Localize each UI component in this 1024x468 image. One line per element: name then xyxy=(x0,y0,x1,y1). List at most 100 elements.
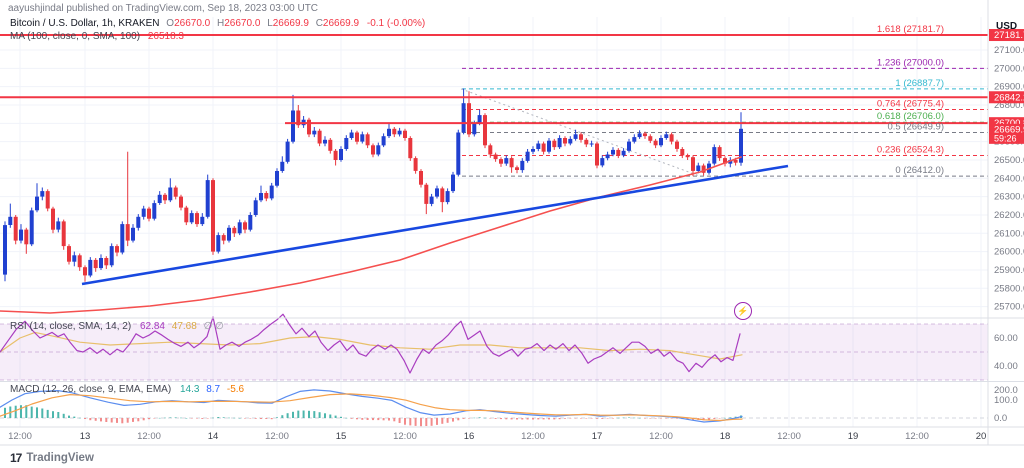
fib-level-label: 0.5 (26649.9) xyxy=(887,122,944,133)
price-tick-label: 26500.0 xyxy=(994,155,1024,166)
macd-hist-bar xyxy=(153,418,156,419)
candle-body xyxy=(467,103,471,135)
candle-body xyxy=(93,259,98,269)
ma-value: 26518.3 xyxy=(147,31,184,42)
candle-body xyxy=(493,154,498,160)
price-tick-label: 25900.0 xyxy=(994,265,1024,276)
close-value: 26669.9 xyxy=(322,18,360,29)
rsi-sma-line xyxy=(0,331,743,360)
fib-level-label: 0.236 (26524.3) xyxy=(877,145,944,156)
macd-hist-bar xyxy=(116,418,118,423)
lightning-icon[interactable]: ⚡ xyxy=(734,302,752,320)
rsi-legend[interactable]: RSI (14, close, SMA, 14, 2) 62.84 47.68 … xyxy=(10,321,224,332)
macd-hist-bar xyxy=(25,405,28,418)
macd-hist-bar xyxy=(489,418,492,419)
macd-hist-bar xyxy=(372,418,374,421)
candle-body xyxy=(621,150,626,156)
macd-hist-bar xyxy=(665,418,668,419)
macd-hist-bar xyxy=(660,418,662,419)
time-tick-label: 12:00 xyxy=(265,431,289,442)
macd-hist-bar xyxy=(89,418,92,421)
macd-legend[interactable]: MACD (12, 26, close, 9, EMA, EMA) 14.3 8… xyxy=(10,384,244,395)
macd-hist-bar xyxy=(276,417,278,418)
candle-body xyxy=(259,193,263,201)
macd-hist-bar xyxy=(393,418,396,422)
candle-body xyxy=(8,216,13,225)
macd-histogram xyxy=(4,405,742,427)
macd-hist-bar xyxy=(409,418,412,426)
time-tick-label: 12:00 xyxy=(649,431,673,442)
macd-hist-bar xyxy=(425,418,428,426)
candle-body xyxy=(440,188,445,203)
macd-hist-bar xyxy=(281,415,284,418)
macd-hist-bar xyxy=(84,418,86,419)
macd-hist-bar xyxy=(500,418,502,420)
macd-hist-bar xyxy=(249,418,252,419)
candles xyxy=(3,88,743,282)
macd-hist-bar xyxy=(414,418,417,426)
macd-hist-bar xyxy=(484,417,486,419)
time-tick-label: 16 xyxy=(464,431,475,442)
ma-legend[interactable]: MA (100, close, 0, SMA, 100) 26518.3 xyxy=(10,31,184,42)
candle-body xyxy=(99,258,103,269)
macd-hist-bar xyxy=(36,407,38,418)
time-tick-label: 12:00 xyxy=(137,431,161,442)
candle-body xyxy=(307,119,311,135)
candle-body xyxy=(19,229,23,241)
macd-hist-bar xyxy=(110,418,113,423)
macd-hist-bar xyxy=(404,418,406,425)
candle-body xyxy=(664,134,669,138)
tradingview-logo-text: TradingView xyxy=(26,452,94,464)
rsi-line xyxy=(0,313,741,374)
main-symbol-legend[interactable]: Bitcoin / U.S. Dollar, 1h, KRAKEN O26670… xyxy=(10,18,425,29)
macd-hist-bar xyxy=(542,418,545,420)
macd-hist-bar xyxy=(446,418,449,423)
candle-body xyxy=(563,138,567,144)
candle-body xyxy=(499,159,503,164)
price-tick-label: 26200.0 xyxy=(994,210,1024,221)
macd-hist-bar xyxy=(126,418,129,423)
candle-body xyxy=(61,221,66,247)
candle-body xyxy=(477,115,482,124)
candle-body xyxy=(531,149,535,152)
candle-body xyxy=(717,147,722,159)
tradingview-branding[interactable]: 17 TradingView xyxy=(10,451,94,465)
candle-body xyxy=(83,267,87,276)
candle-body xyxy=(424,184,429,204)
candle-body xyxy=(323,139,327,144)
macd-hist-bar xyxy=(334,415,337,418)
candle-body xyxy=(280,161,285,171)
macd-hist-bar xyxy=(4,407,6,418)
macd-hist-bar xyxy=(217,417,220,418)
candle-body xyxy=(685,155,690,158)
macd-hist-bar xyxy=(377,418,380,421)
candle-body xyxy=(472,123,477,135)
macd-hist-bar xyxy=(270,418,273,420)
macd-hist-bar xyxy=(649,418,652,419)
time-tick-label: 12:00 xyxy=(8,431,32,442)
macd-hist-bar xyxy=(441,418,444,424)
candle-body xyxy=(147,208,151,219)
candle-body xyxy=(461,103,466,133)
candle-body xyxy=(691,157,695,171)
macd-hist-bar xyxy=(708,418,710,420)
rsi-tick-label: 60.00 xyxy=(994,333,1018,344)
macd-hist-bar xyxy=(46,409,49,418)
change-value: -0.1 (-0.00%) xyxy=(366,18,426,29)
price-label-box xyxy=(989,123,1024,144)
candle-body xyxy=(29,210,34,245)
price-tick-label: 27000.0 xyxy=(994,63,1024,74)
candle-body xyxy=(77,255,82,268)
macd-hist-bar xyxy=(574,418,577,419)
candle-body xyxy=(344,138,349,149)
candle-body xyxy=(413,158,418,171)
time-tick-label: 15 xyxy=(336,431,347,442)
candle-body xyxy=(397,130,402,135)
price-tick-label: 27100.0 xyxy=(994,45,1024,56)
macd-hist-bar xyxy=(676,418,678,419)
candle-body xyxy=(483,115,487,146)
candle-body xyxy=(365,134,370,146)
macd-hist-bar xyxy=(718,418,721,419)
